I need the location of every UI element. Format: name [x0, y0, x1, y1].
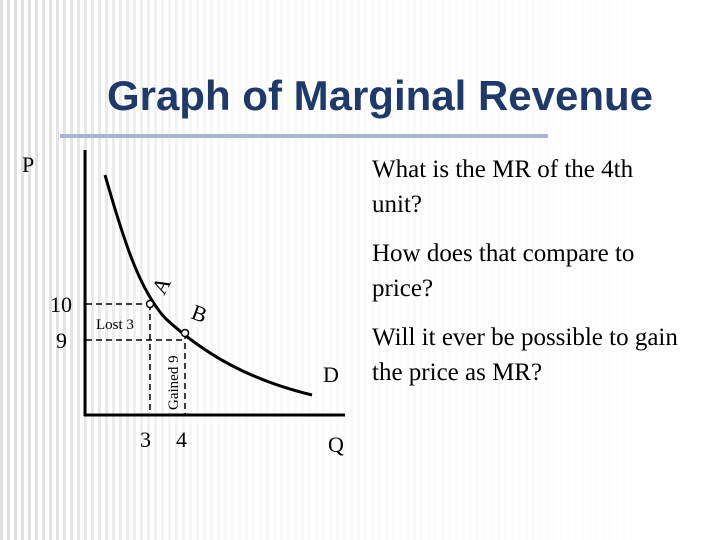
lost-label: Lost 3 — [96, 317, 134, 333]
point-a-label: A — [146, 272, 176, 298]
x-tick-label: 4 — [176, 427, 187, 452]
question: How does that compare to price? — [372, 240, 635, 302]
question: Will it ever be possible to gain the pri… — [372, 324, 678, 386]
y-axis-label: P — [22, 152, 34, 177]
x-axis-label: Q — [328, 432, 344, 457]
x-tick-label: 3 — [140, 427, 151, 452]
y-tick-label: 10 — [50, 292, 72, 317]
point-b-label: B — [188, 299, 210, 328]
point-b-marker — [180, 328, 190, 338]
curve-label: D — [323, 362, 339, 387]
slide-title: Graph of Marginal Revenue — [106, 72, 654, 119]
y-tick-label: 9 — [56, 328, 67, 353]
question-list: What is the MR of the 4th unit? How does … — [372, 152, 682, 404]
gained-label: Gained 9 — [166, 355, 182, 410]
question: What is the MR of the 4th unit? — [372, 156, 634, 218]
dashed-guides — [86, 303, 186, 414]
demand-curve — [103, 174, 313, 397]
title-rule — [60, 134, 548, 138]
point-a-marker — [145, 299, 155, 309]
